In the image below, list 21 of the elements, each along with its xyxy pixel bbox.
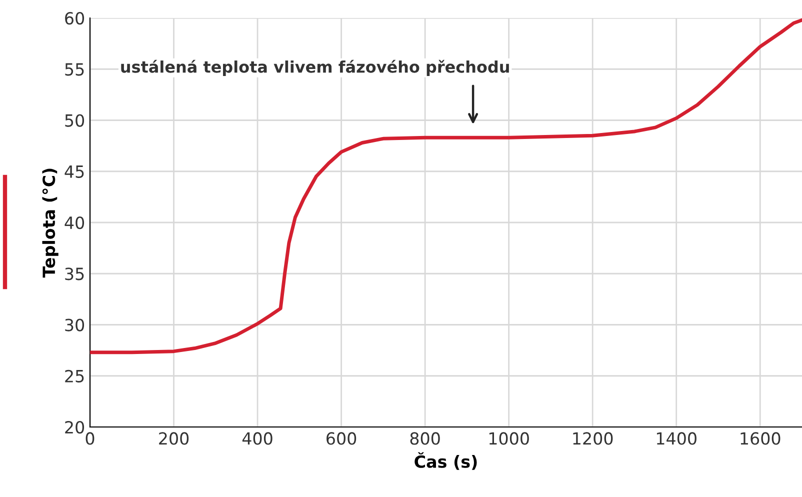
y-tick-label: 45 bbox=[64, 166, 84, 178]
x-tick-label: 0 bbox=[86, 432, 94, 445]
x-axis-title: Čas (s) bbox=[414, 452, 477, 470]
y-tick-label: 20 bbox=[65, 420, 84, 434]
y-tick-label: 25 bbox=[65, 370, 84, 382]
y-tick-label: 60 bbox=[65, 12, 84, 25]
y-tick-label: 50 bbox=[65, 114, 84, 127]
y-tick-label: 30 bbox=[65, 318, 84, 332]
y-axis-title: Teplota (°C) bbox=[42, 168, 58, 278]
x-tick-label: 1400 bbox=[656, 432, 696, 445]
y-tick-label: 40 bbox=[64, 216, 84, 230]
x-tick-label: 200 bbox=[159, 432, 189, 445]
y-tick-label: 35 bbox=[65, 268, 84, 280]
x-tick-label: 400 bbox=[242, 432, 272, 445]
y-tick-label: 55 bbox=[65, 63, 84, 76]
x-tick-label: 1200 bbox=[573, 432, 613, 445]
x-tick-label: 1000 bbox=[489, 432, 529, 445]
x-tick-label: 1600 bbox=[740, 432, 780, 445]
x-tick-label: 800 bbox=[410, 432, 440, 445]
x-tick-label: 600 bbox=[326, 432, 356, 445]
annotation: ustálená teplota vlivem fázového přechodu bbox=[121, 60, 509, 76]
